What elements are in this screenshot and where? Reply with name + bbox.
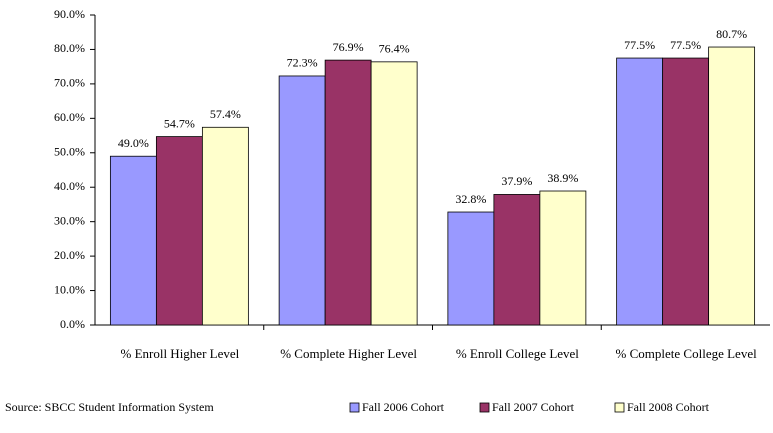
legend-swatch [479,402,490,413]
bar [708,46,756,326]
bar [370,61,418,326]
legend-label: Fall 2006 Cohort [362,400,445,414]
legend-swatch [614,402,625,413]
x-tick-label: % Complete Higher Level [280,346,418,361]
bar [447,211,495,326]
y-tick-label: 60.0% [54,110,85,124]
data-label: 57.4% [210,107,241,121]
legend-label: Fall 2007 Cohort [492,400,575,414]
x-tick-label: % Enroll College Level [455,346,579,361]
source-note: Source: SBCC Student Information System [5,400,214,414]
data-label: 77.5% [624,38,655,52]
bar [278,75,326,326]
x-tick-label: % Enroll Higher Level [120,346,240,361]
bar [493,194,541,326]
y-tick-label: 50.0% [54,145,85,159]
data-label: 76.9% [333,40,364,54]
y-tick-label: 90.0% [54,7,85,21]
bar [155,136,203,326]
data-label: 80.7% [716,27,747,41]
bar [616,57,664,326]
bar [109,155,157,326]
x-tick-label: % Complete College Level [615,346,757,361]
legend-label: Fall 2008 Cohort [627,400,710,414]
data-label: 49.0% [118,136,149,150]
y-tick-label: 0.0% [60,317,85,331]
y-tick-label: 30.0% [54,213,85,227]
y-tick-label: 10.0% [54,282,85,296]
y-tick-label: 80.0% [54,41,85,55]
y-tick-label: 40.0% [54,179,85,193]
data-label: 72.3% [287,56,318,70]
y-tick-label: 20.0% [54,248,85,262]
y-tick-label: 70.0% [54,76,85,90]
bar [201,126,249,326]
data-label: 38.9% [547,171,578,185]
data-label: 77.5% [670,38,701,52]
data-label: 54.7% [164,116,195,130]
bar [324,59,372,326]
data-label: 32.8% [455,192,486,206]
bar [539,190,587,326]
bar [662,57,710,326]
data-label: 37.9% [501,174,532,188]
data-label: 76.4% [379,42,410,56]
legend-swatch [349,402,360,413]
